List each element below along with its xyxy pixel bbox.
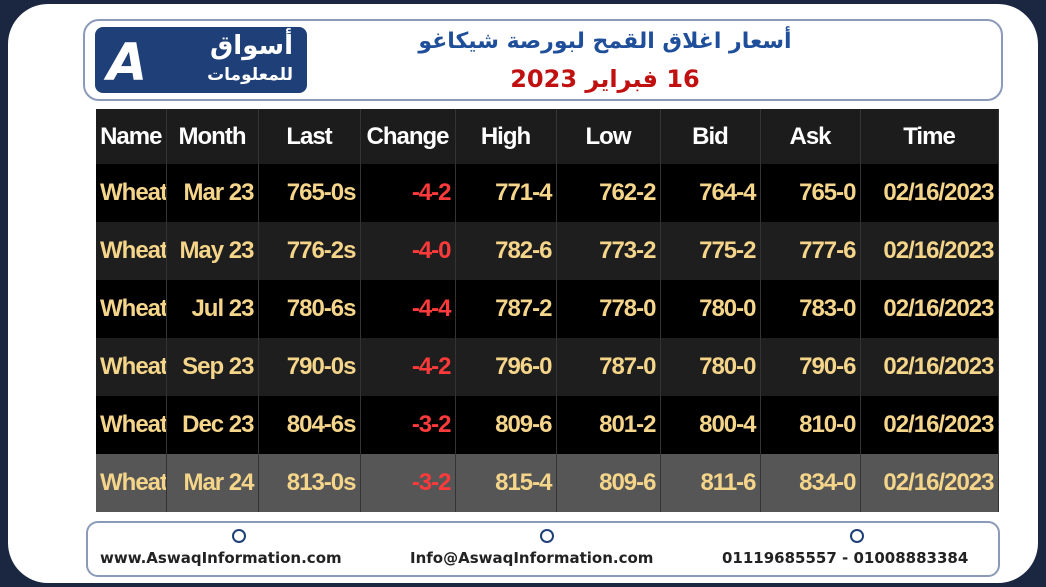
column-header: Ask: [760, 109, 861, 164]
table-cell: Mar 24: [166, 454, 259, 512]
table-cell: 804-6s: [258, 396, 361, 454]
table-cell: 764-4: [660, 164, 761, 222]
column-header: Change: [360, 109, 456, 164]
table-row: Wheat Sep 23 790-0s -4-2 796-0 787-0 780-0 790-…: [96, 338, 999, 396]
table-cell: 796-0: [455, 338, 557, 396]
phone: 01119685557 - 01008883384: [722, 549, 969, 567]
footer: www.AswaqInformation.com Info@AswaqInfor…: [86, 521, 1000, 577]
table-row: Wheat Mar 24 813-0s -3-2 815-4 809-6 811-6 834-…: [96, 454, 999, 512]
table-cell: -4-2: [360, 164, 456, 222]
table-cell: 780-0: [660, 338, 761, 396]
table-cell: Jul 23: [166, 280, 259, 338]
table-cell: -4-0: [360, 222, 456, 280]
table-cell: 800-4: [660, 396, 761, 454]
table-cell: 780-0: [660, 280, 761, 338]
table-cell: 776-2s: [258, 222, 361, 280]
table-cell: 02/16/2023: [860, 164, 999, 222]
table-cell: 773-2: [556, 222, 661, 280]
table-cell: 790-0s: [258, 338, 361, 396]
column-header: Month: [166, 109, 259, 164]
column-header: Last: [258, 109, 361, 164]
header: A أسواق للمعلومات أسعار اغلاق القمح لبور…: [83, 19, 1003, 101]
table-cell: 809-6: [455, 396, 557, 454]
column-header: Bid: [660, 109, 761, 164]
table-cell: 783-0: [760, 280, 861, 338]
table-cell: 813-0s: [258, 454, 361, 512]
table-cell: 810-0: [760, 396, 861, 454]
table-cell: -3-2: [360, 454, 456, 512]
table-cell: 777-6: [760, 222, 861, 280]
table-cell: 815-4: [455, 454, 557, 512]
table-cell: 02/16/2023: [860, 396, 999, 454]
logo-subtext: للمعلومات: [207, 65, 293, 85]
table-cell: Sep 23: [166, 338, 259, 396]
table-cell: 790-6: [760, 338, 861, 396]
table-cell: 765-0s: [258, 164, 361, 222]
table-cell: Wheat: [96, 396, 167, 454]
table-cell: Dec 23: [166, 396, 259, 454]
email: Info@AswaqInformation.com: [410, 549, 654, 567]
table-cell: 02/16/2023: [860, 338, 999, 396]
logo-mark: A: [107, 33, 148, 93]
table-cell: Wheat: [96, 338, 167, 396]
table-cell: 780-6s: [258, 280, 361, 338]
header-row: Name Month Last Change High Low Bid Ask Time: [96, 109, 999, 164]
table-cell: Mar 23: [166, 164, 259, 222]
table-cell: 02/16/2023: [860, 280, 999, 338]
table-cell: 02/16/2023: [860, 454, 999, 512]
table-row: Wheat May 23 776-2s -4-0 782-6 773-2 775-2 777-…: [96, 222, 999, 280]
web-icon: [232, 529, 246, 543]
table-cell: 782-6: [455, 222, 557, 280]
table-cell: Wheat: [96, 222, 167, 280]
phone-icon: [850, 529, 864, 543]
table-cell: -4-2: [360, 338, 456, 396]
table-cell: -4-4: [360, 280, 456, 338]
table-cell: 801-2: [556, 396, 661, 454]
table-cell: 811-6: [660, 454, 761, 512]
table-cell: 762-2: [556, 164, 661, 222]
table-cell: Wheat: [96, 280, 167, 338]
table-cell: 765-0: [760, 164, 861, 222]
table-cell: 771-4: [455, 164, 557, 222]
table-cell: -3-2: [360, 396, 456, 454]
column-header: Time: [860, 109, 999, 164]
table-cell: 778-0: [556, 280, 661, 338]
table-cell: Wheat: [96, 164, 167, 222]
price-table: Name Month Last Change High Low Bid Ask Time Whe…: [96, 109, 999, 512]
column-header: Name: [96, 109, 167, 164]
table-cell: 809-6: [556, 454, 661, 512]
website: www.AswaqInformation.com: [100, 549, 342, 567]
table-cell: Wheat: [96, 454, 167, 512]
date: 16 فبراير 2023: [510, 65, 700, 93]
email-icon: [540, 529, 554, 543]
column-header: High: [455, 109, 557, 164]
table-cell: 834-0: [760, 454, 861, 512]
table-row: Wheat Mar 23 765-0s -4-2 771-4 762-2 764-4 765-…: [96, 164, 999, 222]
table-row: Wheat Dec 23 804-6s -3-2 809-6 801-2 800-4 810-…: [96, 396, 999, 454]
title: أسعار اغلاق القمح لبورصة شيكاغو: [418, 29, 792, 54]
table-row: Wheat Jul 23 780-6s -4-4 787-2 778-0 780-0 783-…: [96, 280, 999, 338]
table-cell: 775-2: [660, 222, 761, 280]
table-cell: 787-0: [556, 338, 661, 396]
logo: A أسواق للمعلومات: [95, 27, 307, 93]
table-cell: 02/16/2023: [860, 222, 999, 280]
column-header: Low: [556, 109, 661, 164]
logo-text: أسواق: [210, 31, 293, 61]
card: A أسواق للمعلومات أسعار اغلاق القمح لبور…: [8, 4, 1038, 583]
table-cell: May 23: [166, 222, 259, 280]
table-cell: 787-2: [455, 280, 557, 338]
